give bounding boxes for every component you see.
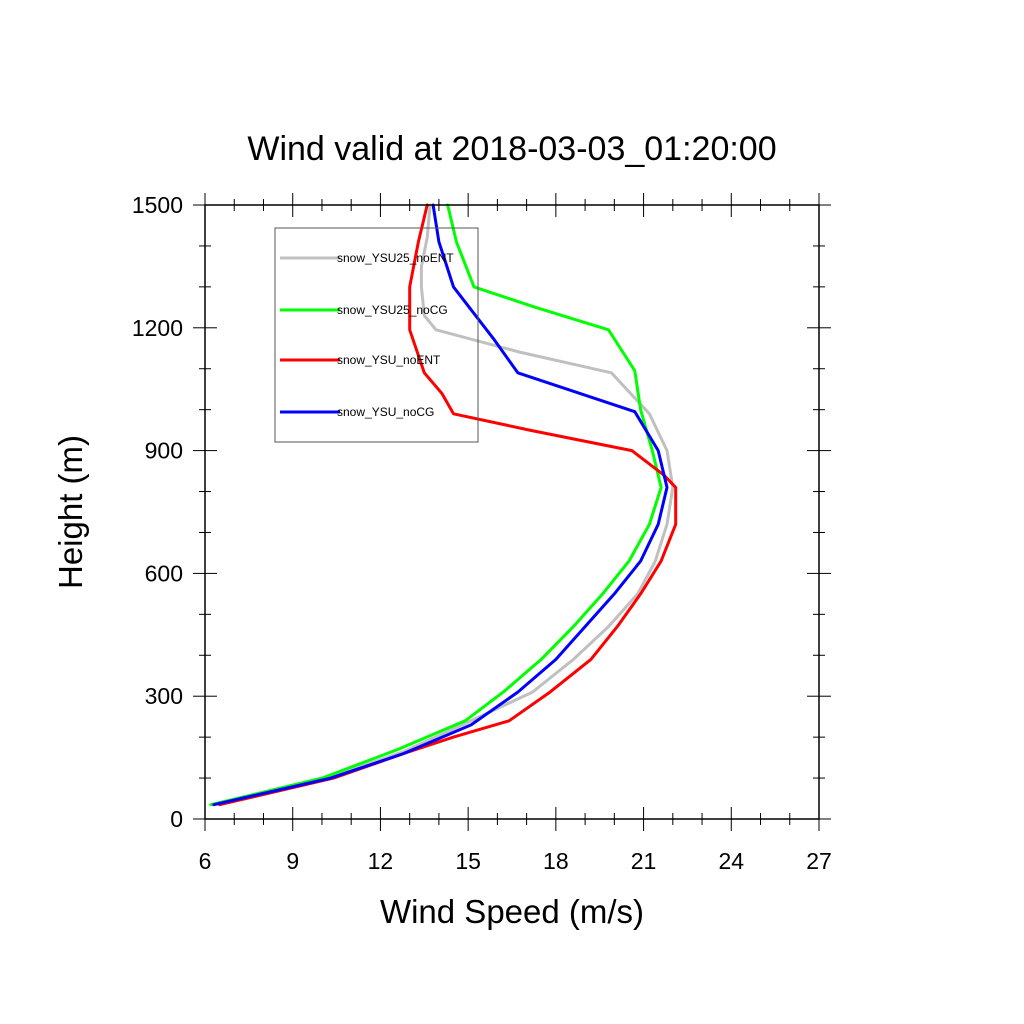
y-tick-label: 600 bbox=[145, 560, 183, 586]
chart-title: Wind valid at 2018-03-03_01:20:00 bbox=[247, 130, 776, 168]
y-axis-label: Height (m) bbox=[52, 435, 89, 589]
legend-box bbox=[274, 227, 479, 443]
x-tick-label: 15 bbox=[455, 848, 481, 874]
x-tick-label: 18 bbox=[543, 848, 569, 874]
x-tick-label: 9 bbox=[286, 848, 299, 874]
x-axis-label: Wind Speed (m/s) bbox=[380, 893, 644, 930]
tick-layer: 6 9 12 15 18 21 24 27 0 300 600 900 1200 1500 bbox=[132, 192, 832, 874]
x-tick-label: 21 bbox=[631, 848, 657, 874]
legend: snow_YSU25_noENT snow_YSU25_noCG snow_YSU_… bbox=[274, 227, 479, 443]
y-tick-label: 300 bbox=[145, 683, 183, 709]
x-tick-label: 12 bbox=[368, 848, 394, 874]
series-line-snow_YSU_noENT bbox=[218, 203, 678, 807]
plot-frame bbox=[204, 204, 820, 820]
y-tick-label: 900 bbox=[145, 438, 183, 464]
legend-label: snow_YSU25_noENT bbox=[337, 251, 454, 265]
series-layer bbox=[209, 203, 678, 807]
legend-label: snow_YSU_noCG bbox=[337, 405, 434, 419]
x-tick-label: 27 bbox=[806, 848, 832, 874]
series-line-snow_YSU25_noCG bbox=[209, 203, 663, 807]
legend-label: snow_YSU25_noCG bbox=[337, 303, 448, 317]
legend-entries: snow_YSU25_noENT snow_YSU25_noCG snow_YSU_… bbox=[280, 251, 454, 419]
y-tick-label: 1200 bbox=[132, 315, 183, 341]
y-tick-label: 1500 bbox=[132, 192, 183, 218]
series-line-snow_YSU_noCG bbox=[212, 203, 669, 807]
legend-label: snow_YSU_noENT bbox=[337, 353, 441, 367]
x-tick-label: 6 bbox=[199, 848, 212, 874]
x-tick-label: 24 bbox=[718, 848, 744, 874]
y-tick-label: 0 bbox=[170, 806, 183, 832]
